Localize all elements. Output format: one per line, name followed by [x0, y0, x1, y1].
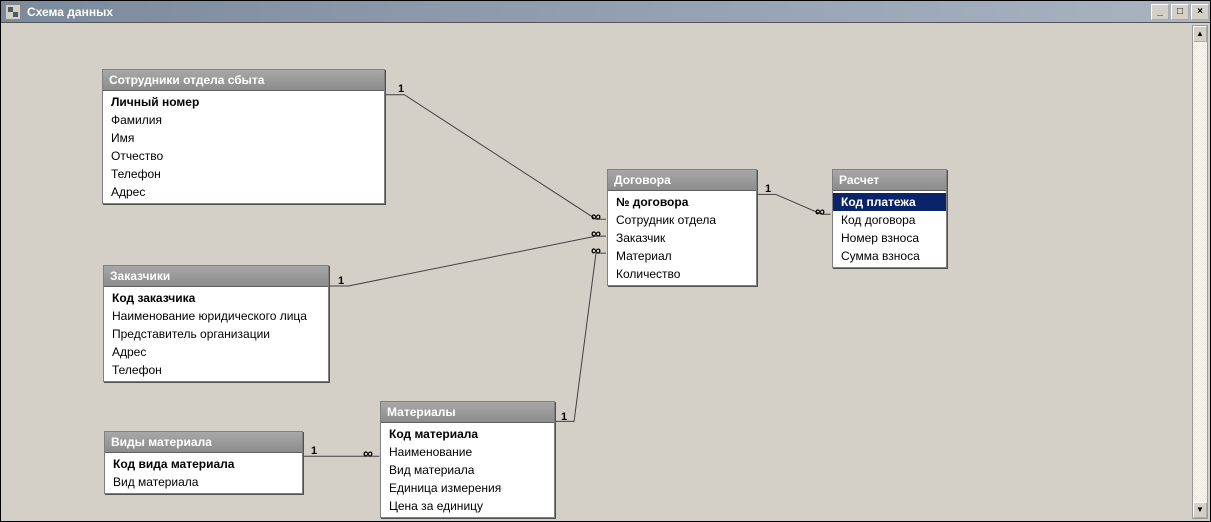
cardinality-label: 1: [311, 445, 317, 457]
maximize-button[interactable]: □: [1171, 4, 1189, 20]
scroll-up-button[interactable]: ▲: [1193, 26, 1207, 42]
field-list: Код заказчика Наименование юридического …: [104, 287, 328, 381]
field-list: Код материала Наименование Вид материала…: [381, 423, 554, 517]
table-field[interactable]: Сотрудник отдела: [608, 211, 756, 229]
table-title[interactable]: Виды материала: [105, 432, 302, 453]
field-list: Личный номер Фамилия Имя Отчество Телефо…: [103, 91, 384, 203]
table-field[interactable]: № договора: [608, 193, 756, 211]
table-vidy-materiala[interactable]: Виды материала Код вида материала Вид ма…: [104, 431, 303, 494]
cardinality-label: ∞: [591, 242, 601, 258]
relationships-window: Схема данных _ □ × 1 ∞ 1 ∞ 1 ∞: [0, 0, 1211, 522]
field-list: № договора Сотрудник отдела Заказчик Мат…: [608, 191, 756, 285]
table-field[interactable]: Фамилия: [103, 111, 384, 129]
cardinality-label: ∞: [591, 208, 601, 224]
cardinality-label: 1: [398, 83, 404, 95]
table-dogovora[interactable]: Договора № договора Сотрудник отдела Зак…: [607, 169, 757, 286]
table-field[interactable]: Код договора: [833, 211, 946, 229]
minimize-button[interactable]: _: [1151, 4, 1169, 20]
vertical-scrollbar[interactable]: ▲ ▼: [1192, 25, 1208, 519]
table-field[interactable]: Наименование юридического лица: [104, 307, 328, 325]
table-field[interactable]: Материал: [608, 247, 756, 265]
table-field[interactable]: Код материала: [381, 425, 554, 443]
table-materialy[interactable]: Материалы Код материала Наименование Вид…: [380, 401, 555, 518]
scroll-down-button[interactable]: ▼: [1193, 502, 1207, 518]
close-button[interactable]: ×: [1191, 4, 1209, 20]
table-title[interactable]: Материалы: [381, 402, 554, 423]
field-list: Код платежа Код договора Номер взноса Су…: [833, 191, 946, 267]
table-field[interactable]: Адрес: [103, 183, 384, 201]
table-field[interactable]: Наименование: [381, 443, 554, 461]
field-list: Код вида материала Вид материала: [105, 453, 302, 493]
table-sotrudniki[interactable]: Сотрудники отдела сбыта Личный номер Фам…: [102, 69, 385, 204]
cardinality-label: ∞: [591, 225, 601, 241]
table-field[interactable]: Код вида материала: [105, 455, 302, 473]
table-field[interactable]: Единица измерения: [381, 479, 554, 497]
cardinality-label: ∞: [815, 203, 825, 219]
table-title[interactable]: Договора: [608, 170, 756, 191]
table-field[interactable]: Имя: [103, 129, 384, 147]
table-field[interactable]: Адрес: [104, 343, 328, 361]
table-field[interactable]: Количество: [608, 265, 756, 283]
titlebar[interactable]: Схема данных _ □ ×: [1, 1, 1210, 23]
cardinality-label: 1: [561, 411, 567, 423]
window-title: Схема данных: [27, 5, 1150, 19]
table-title[interactable]: Расчет: [833, 170, 946, 191]
table-field[interactable]: Код заказчика: [104, 289, 328, 307]
scroll-track[interactable]: [1193, 42, 1207, 502]
table-field[interactable]: Сумма взноса: [833, 247, 946, 265]
table-field[interactable]: Цена за единицу: [381, 497, 554, 515]
table-title[interactable]: Сотрудники отдела сбыта: [103, 70, 384, 91]
table-field[interactable]: Представитель организации: [104, 325, 328, 343]
table-raschet[interactable]: Расчет Код платежа Код договора Номер вз…: [832, 169, 947, 268]
cardinality-label: ∞: [363, 445, 373, 461]
table-zakazchiki[interactable]: Заказчики Код заказчика Наименование юри…: [103, 265, 329, 382]
table-field[interactable]: Отчество: [103, 147, 384, 165]
cardinality-label: 1: [338, 275, 344, 287]
table-field[interactable]: Вид материала: [105, 473, 302, 491]
table-field[interactable]: Вид материала: [381, 461, 554, 479]
table-field[interactable]: Телефон: [104, 361, 328, 379]
table-field[interactable]: Личный номер: [103, 93, 384, 111]
diagram-canvas[interactable]: 1 ∞ 1 ∞ 1 ∞ 1 ∞ 1 ∞ Сотрудники отдела сб…: [3, 25, 1190, 519]
table-field[interactable]: Код платежа: [833, 193, 946, 211]
table-field[interactable]: Номер взноса: [833, 229, 946, 247]
table-field[interactable]: Заказчик: [608, 229, 756, 247]
table-title[interactable]: Заказчики: [104, 266, 328, 287]
app-icon: [5, 4, 21, 20]
cardinality-label: 1: [765, 183, 771, 195]
table-field[interactable]: Телефон: [103, 165, 384, 183]
